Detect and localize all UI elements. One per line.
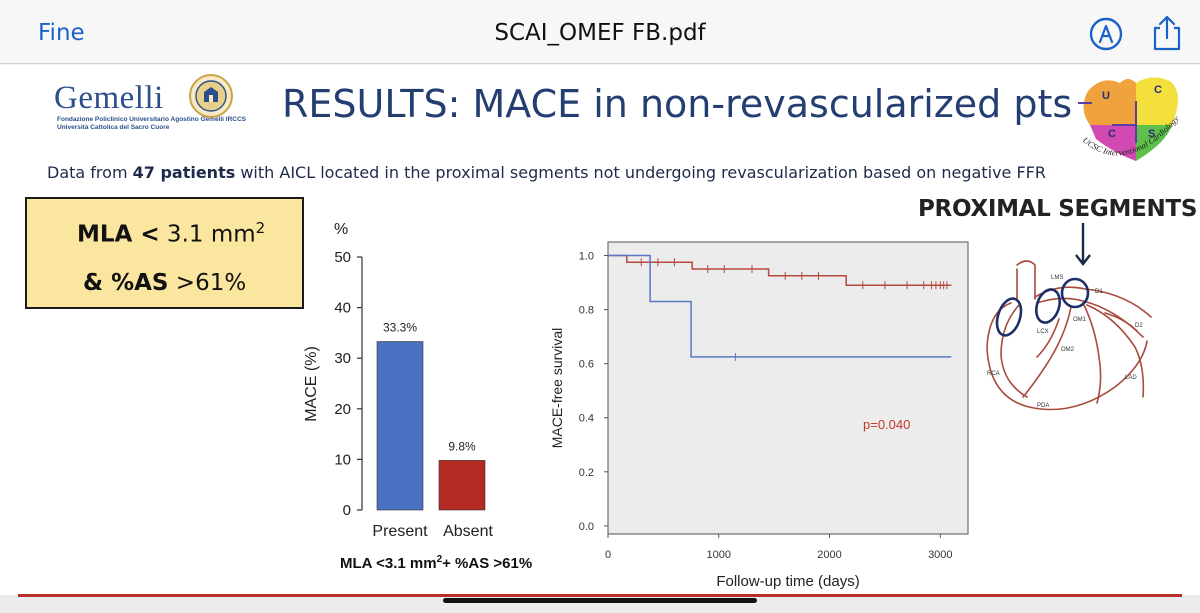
bar-present (376, 341, 424, 511)
bar-category-label: Present (372, 523, 428, 540)
gemelli-subtitle-1: Fondazione Policlinico Universitario Ago… (57, 116, 247, 123)
km-y-tick-label: 0.6 (579, 359, 594, 371)
bar-y-tick-label: 50 (334, 249, 351, 266)
heart-label-lcx: LCX (1037, 329, 1049, 335)
km-series-line-1 (608, 254, 952, 287)
km-plot-area (607, 241, 969, 535)
mace-bar-chart: % 0 10 20 30 40 50 MACE (%) 33.3% Present 9.8% Abse… (303, 221, 532, 572)
km-y-tick-label: 0.2 (579, 467, 594, 479)
share-icon[interactable] (1150, 14, 1184, 52)
heart-label-lms: LMS (1051, 275, 1063, 281)
km-series-line-2 (608, 254, 952, 358)
bar-data-label: 33.3% (383, 321, 417, 335)
bar-y-axis-title: MACE (%) (303, 346, 320, 422)
heart-label-lad: LAD (1125, 375, 1137, 381)
bar-y-tick-label: 0 (343, 502, 351, 519)
km-y-tick-label: 0.4 (579, 413, 594, 425)
km-y-axis-title: MACE-free survival (549, 328, 565, 449)
proximal-segments-label: PROXIMAL SEGMENTS (918, 196, 1198, 222)
bottom-bar (0, 595, 1200, 613)
km-y-tick-label: 1.0 (579, 251, 594, 263)
intro-pre: Data from (47, 163, 133, 182)
heart-label-om2: OM2 (1061, 347, 1075, 353)
puzzle-letter-s: S (1148, 128, 1155, 140)
done-button[interactable]: Fine (38, 20, 85, 46)
bar-category-label: Absent (443, 523, 493, 540)
criteria-line2-bold: & %AS (83, 270, 169, 296)
bar-x-axis-title: MLA <3.1 mm2+ %AS >61% (340, 554, 532, 572)
km-p-value: p=0.040 (863, 417, 910, 432)
criteria-line1-sup: 2 (255, 219, 266, 237)
intro-text: Data from 47 patients with AICL located … (47, 163, 1046, 182)
university-seal-icon (189, 74, 233, 118)
slide-page (0, 65, 1200, 595)
bar-data-label: 9.8% (448, 439, 476, 453)
bar-y-tick-label: 40 (334, 300, 351, 317)
bar-y-tick-label: 20 (334, 401, 351, 418)
viewer-toolbar: Fine SCAI_OMEF FB.pdf (0, 0, 1200, 64)
bar-y-tick-label: 10 (334, 451, 351, 468)
criteria-line1-bold: MLA < (77, 221, 160, 248)
markup-pen-icon[interactable] (1089, 17, 1123, 51)
km-y-tick-label: 0.8 (579, 305, 594, 317)
km-x-tick-label: 3000 (928, 549, 952, 561)
criteria-line-2: & %AS >61% (83, 270, 246, 296)
home-indicator[interactable] (443, 598, 757, 603)
puzzle-letter-c1: C (1154, 84, 1162, 96)
gemelli-logo: Gemelli (54, 80, 164, 116)
heart-label-d1: D1 (1095, 289, 1103, 295)
puzzle-letter-c2: C (1108, 128, 1116, 140)
km-survival-chart: 0.0 0.2 0.4 0.6 0.8 1.0 0 1000 2000 3000 MACE-free… (549, 241, 969, 590)
heart-label-rca: RCA (987, 371, 1000, 377)
slide-bottom-rule (18, 594, 1182, 597)
gemelli-subtitle-2: Università Cattolica del Sacro Cuore (57, 124, 170, 131)
heart-label-om1: OM1 (1073, 317, 1087, 323)
puzzle-letter-u: U (1102, 90, 1110, 102)
bar-y-tick-label: 30 (334, 350, 351, 367)
km-x-tick-label: 2000 (817, 549, 841, 561)
km-x-tick-label: 0 (605, 549, 611, 561)
coronary-diagram: LMS D1 OM1 LCX D2 OM2 RCA LAD PDA (986, 260, 1152, 411)
km-y-tick-label: 0.0 (579, 521, 594, 533)
heart-label-d2: D2 (1135, 323, 1143, 329)
document-title: SCAI_OMEF FB.pdf (494, 20, 706, 46)
km-x-axis-title: Follow-up time (days) (716, 573, 859, 590)
slide-title: RESULTS: MACE in non-revascularized pts (282, 82, 1073, 126)
bar-absent (438, 460, 486, 511)
intro-bold: 47 patients (132, 163, 236, 182)
arrow-down-icon (1075, 223, 1091, 266)
km-x-tick-label: 1000 (707, 549, 731, 561)
criteria-line2-rest: >61% (168, 270, 247, 296)
criteria-line1-rest: 3.1 mm (159, 221, 256, 248)
ucsc-cardiology-logo: U C C S UCSC Interventional Cardiology (1078, 77, 1181, 161)
criteria-line-1: MLA < 3.1 mm2 (77, 219, 265, 248)
bar-unit-label: % (334, 221, 348, 238)
criteria-box: MLA < 3.1 mm2 & %AS >61% (25, 197, 304, 309)
intro-post: with AICL located in the proximal segmen… (235, 163, 1046, 182)
heart-label-pda: PDA (1037, 403, 1049, 409)
